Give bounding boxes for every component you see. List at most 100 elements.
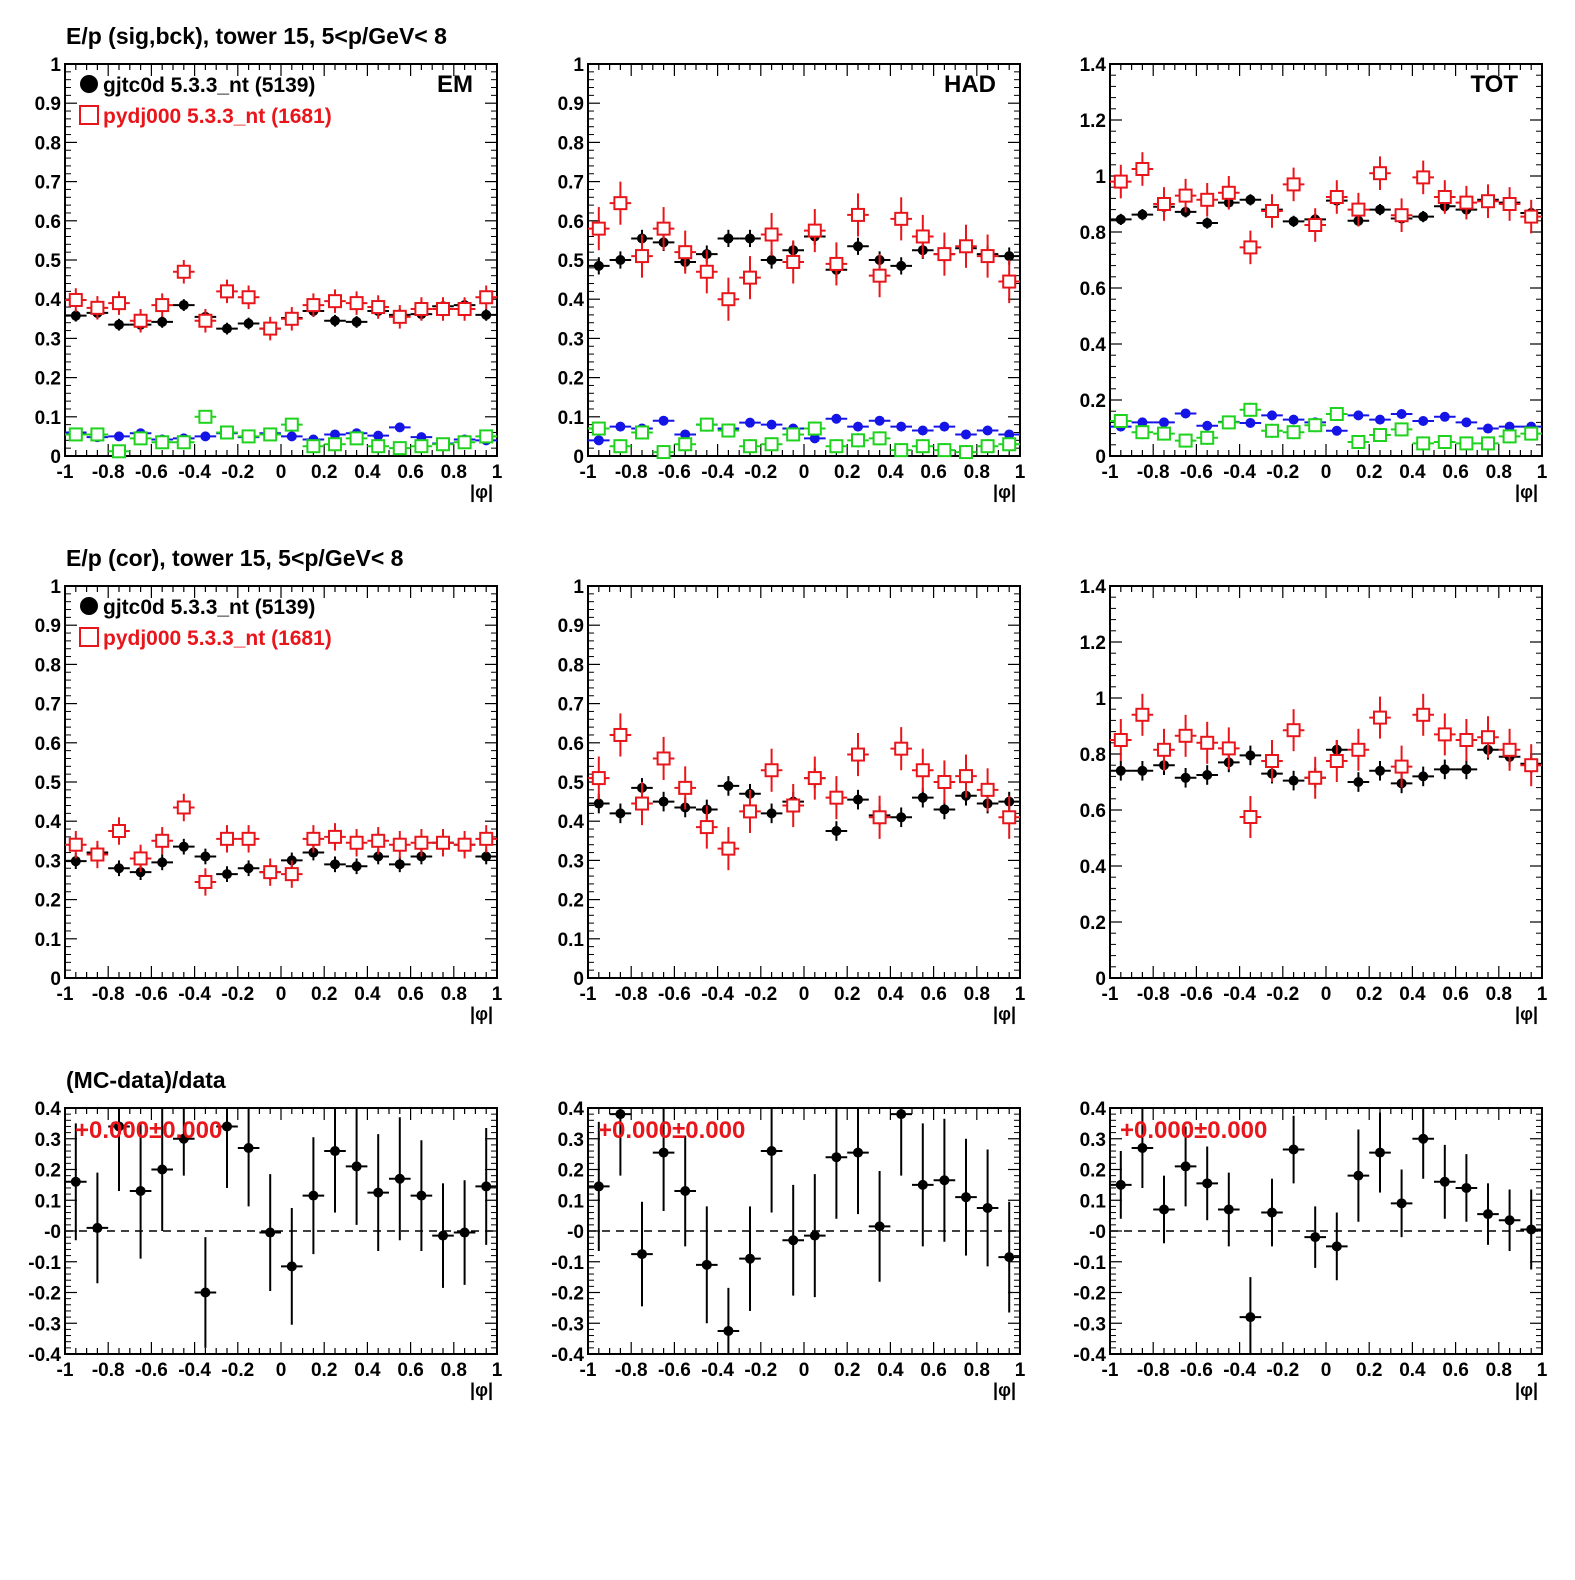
y-tick-label: -0.4 bbox=[1073, 1345, 1106, 1366]
x-tick-label: 0.2 bbox=[1356, 1360, 1382, 1381]
data-point bbox=[178, 300, 189, 311]
data-point bbox=[1004, 1252, 1015, 1263]
x-tick-label: -0.4 bbox=[701, 984, 734, 1005]
data-point bbox=[786, 254, 801, 269]
data-point bbox=[1375, 1147, 1385, 1158]
data-point bbox=[1265, 754, 1279, 768]
data-point bbox=[1159, 417, 1169, 428]
x-tick-label: 1 bbox=[492, 1360, 503, 1381]
data-point bbox=[1004, 429, 1015, 440]
data-point bbox=[241, 290, 256, 305]
data-point bbox=[658, 1147, 669, 1158]
data-point bbox=[200, 851, 211, 862]
data-point bbox=[92, 1222, 103, 1233]
data-point bbox=[263, 427, 278, 442]
data-point bbox=[1439, 411, 1450, 422]
x-tick-label: 1 bbox=[1537, 984, 1548, 1005]
y-tick-label: 0.1 bbox=[558, 1191, 585, 1212]
data-point bbox=[1135, 162, 1150, 176]
y-tick-label: 1.4 bbox=[1080, 55, 1107, 76]
data-point bbox=[591, 421, 606, 436]
data-point bbox=[263, 321, 278, 336]
data-point bbox=[829, 790, 844, 805]
y-tick-label: -0.2 bbox=[28, 1284, 61, 1305]
data-point bbox=[155, 833, 170, 848]
data-point bbox=[764, 763, 779, 778]
y-tick-label: 0.1 bbox=[558, 930, 585, 951]
data-point bbox=[308, 1190, 319, 1201]
x-tick-label: -0.2 bbox=[744, 1360, 777, 1381]
data-point bbox=[853, 421, 863, 432]
data-point bbox=[220, 425, 234, 440]
x-tick-label: 0.4 bbox=[354, 1360, 381, 1381]
data-point bbox=[133, 313, 148, 328]
data-point bbox=[392, 837, 407, 852]
data-point bbox=[286, 431, 297, 442]
data-point bbox=[112, 824, 126, 838]
data-point bbox=[222, 1121, 232, 1132]
data-point bbox=[328, 829, 342, 844]
x-tick-label: 0 bbox=[799, 462, 810, 483]
data-point bbox=[723, 780, 734, 791]
y-tick-label: 1.4 bbox=[1080, 577, 1107, 598]
panel-title: (MC-data)/data bbox=[66, 1067, 226, 1093]
data-point bbox=[1223, 1204, 1234, 1215]
data-point bbox=[1481, 436, 1495, 451]
data-point bbox=[284, 867, 299, 882]
x-tick-label: 0.4 bbox=[1399, 984, 1426, 1005]
x-tick-label: 0.2 bbox=[834, 1360, 860, 1381]
data-point bbox=[1202, 1178, 1213, 1189]
y-tick-label: 0.8 bbox=[35, 133, 61, 154]
y-tick-label: -0.3 bbox=[551, 1314, 584, 1335]
x-tick-label: 0.8 bbox=[964, 1360, 990, 1381]
x-tick-label: 0.6 bbox=[397, 462, 423, 483]
x-tick-label: 0 bbox=[799, 984, 810, 1005]
data-point bbox=[1200, 430, 1215, 445]
y-tick-label: 0.7 bbox=[558, 173, 584, 194]
data-point bbox=[593, 435, 604, 446]
x-tick-label: 0 bbox=[276, 1360, 287, 1381]
data-point bbox=[90, 300, 105, 315]
x-tick-label: -0.6 bbox=[135, 1360, 168, 1381]
data-point bbox=[394, 422, 405, 433]
data-point bbox=[680, 429, 691, 440]
data-point bbox=[1310, 1232, 1321, 1243]
data-point bbox=[1351, 742, 1366, 757]
y-tick-label: 0.2 bbox=[558, 1161, 584, 1182]
data-point bbox=[894, 443, 909, 458]
x-tick-label: 0.4 bbox=[1399, 1360, 1426, 1381]
data-point bbox=[915, 763, 930, 778]
x-tick-label: -0.8 bbox=[615, 462, 648, 483]
y-tick-label: 0.6 bbox=[558, 212, 584, 233]
legend-marker bbox=[79, 627, 99, 647]
x-tick-label: -0.2 bbox=[744, 462, 777, 483]
data-point bbox=[135, 1186, 146, 1197]
data-point bbox=[831, 826, 842, 836]
data-point bbox=[1416, 436, 1431, 451]
series-bck-3 bbox=[588, 417, 1020, 460]
data-point bbox=[593, 1181, 604, 1192]
x-tick-label: -0.8 bbox=[92, 1360, 125, 1381]
data-point bbox=[479, 831, 494, 846]
y-tick-label: 0.1 bbox=[35, 930, 62, 951]
data-point bbox=[457, 435, 472, 450]
data-point bbox=[481, 1181, 492, 1192]
data-point bbox=[937, 775, 952, 789]
x-tick-label: -0.4 bbox=[178, 462, 211, 483]
x-tick-label: -0.8 bbox=[615, 984, 648, 1005]
data-point bbox=[591, 221, 606, 236]
data-point bbox=[894, 741, 909, 756]
data-point bbox=[198, 313, 213, 328]
data-point bbox=[1135, 707, 1150, 722]
y-tick-label: 0.4 bbox=[35, 1099, 62, 1120]
x-axis-label: |φ| bbox=[1515, 1380, 1538, 1400]
x-tick-label: -0.4 bbox=[178, 1360, 211, 1381]
data-point bbox=[1245, 417, 1256, 428]
x-tick-label: 0.6 bbox=[1442, 1360, 1468, 1381]
y-tick-label: 0 bbox=[50, 969, 61, 990]
data-point bbox=[1243, 810, 1258, 824]
legend-marker bbox=[79, 105, 99, 125]
data-point bbox=[1329, 190, 1344, 204]
data-point bbox=[155, 435, 170, 450]
x-tick-label: 0.6 bbox=[1442, 984, 1468, 1005]
